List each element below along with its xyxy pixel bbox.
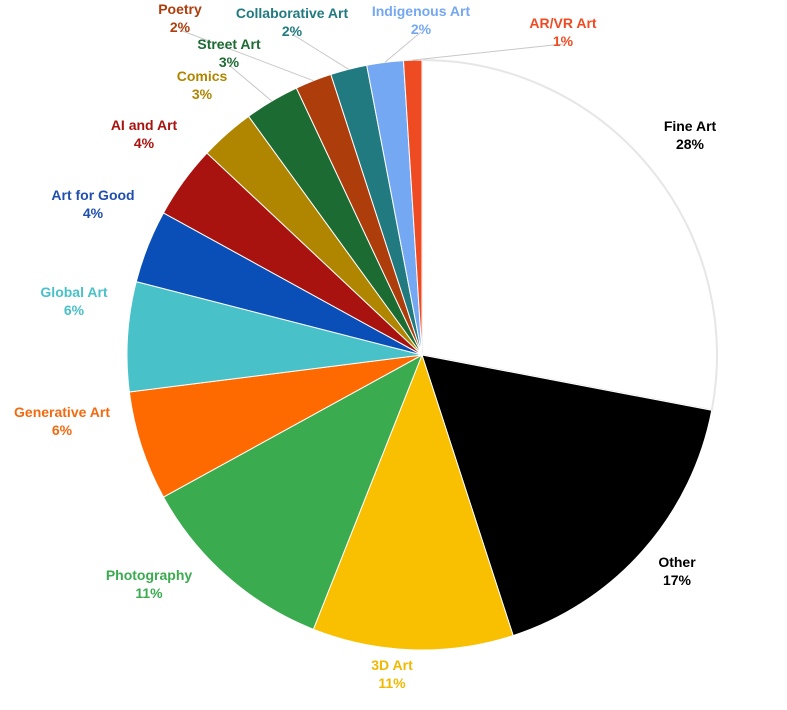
slice-label: Indigenous Art 2% <box>372 3 471 37</box>
slice-label: 3D Art 11% <box>371 657 413 691</box>
leader-lines <box>179 29 564 102</box>
slice-label: Collaborative Art 2% <box>236 5 349 39</box>
slice-value-label: 4% <box>134 135 155 151</box>
slice-value-label: 6% <box>52 422 73 438</box>
leader-line <box>384 31 422 63</box>
slice-label: Other 17% <box>658 554 696 588</box>
slice-label: Generative Art 6% <box>14 404 110 438</box>
slice-value-label: 3% <box>192 86 213 102</box>
slice-label: Street Art 3% <box>197 36 261 70</box>
slice-label: AI and Art 4% <box>111 117 178 151</box>
slice-value-label: 3% <box>219 54 240 70</box>
slice-value-label: 2% <box>282 23 303 39</box>
slice-value-label: 11% <box>135 585 163 601</box>
slice-category-label: Art for Good <box>51 187 134 203</box>
slice-label: AR/VR Art 1% <box>529 15 596 49</box>
slice-category-label: Indigenous Art <box>372 3 471 19</box>
slice-category-label: Poetry <box>158 1 202 17</box>
slice-category-label: Other <box>658 554 696 570</box>
slice-category-label: Fine Art <box>664 118 717 134</box>
slice-value-label: 11% <box>378 675 406 691</box>
slice-value-label: 2% <box>411 21 432 37</box>
slice-label: Fine Art 28% <box>664 118 717 152</box>
slice-value-label: 17% <box>663 572 692 588</box>
slice-value-label: 6% <box>64 302 85 318</box>
leader-line <box>412 43 564 61</box>
slice-labels: Fine Art 28% Other 17% 3D Art 11% Photography 1… <box>14 1 717 691</box>
leader-line <box>291 33 349 70</box>
pie-slice-photography <box>162 353 423 630</box>
slice-category-label: Collaborative Art <box>236 5 349 21</box>
leader-line <box>228 64 273 102</box>
slice-category-label: 3D Art <box>371 657 413 673</box>
slice-label: Poetry 2% <box>158 1 202 35</box>
slice-category-label: Street Art <box>197 36 261 52</box>
pie-slice-3d-art <box>312 353 514 651</box>
slice-value-label: 4% <box>83 205 104 221</box>
slice-label: Art for Good 4% <box>51 187 134 221</box>
leader-line <box>179 29 314 82</box>
slice-label: Comics 3% <box>177 68 228 102</box>
slice-value-label: 1% <box>553 33 574 49</box>
slice-value-label: 28% <box>676 136 705 152</box>
slice-category-label: AI and Art <box>111 117 178 133</box>
pie-slice-fine-art <box>421 58 718 412</box>
slice-category-label: Comics <box>177 68 228 84</box>
slice-category-label: Generative Art <box>14 404 110 420</box>
pie-slices <box>126 58 718 651</box>
pie-slice-other <box>421 354 713 637</box>
slice-label: Photography 11% <box>106 567 193 601</box>
slice-category-label: Global Art <box>40 284 107 300</box>
slice-value-label: 2% <box>170 19 191 35</box>
slice-category-label: Photography <box>106 567 193 583</box>
slice-category-label: AR/VR Art <box>529 15 596 31</box>
slice-label: Global Art 6% <box>40 284 107 318</box>
